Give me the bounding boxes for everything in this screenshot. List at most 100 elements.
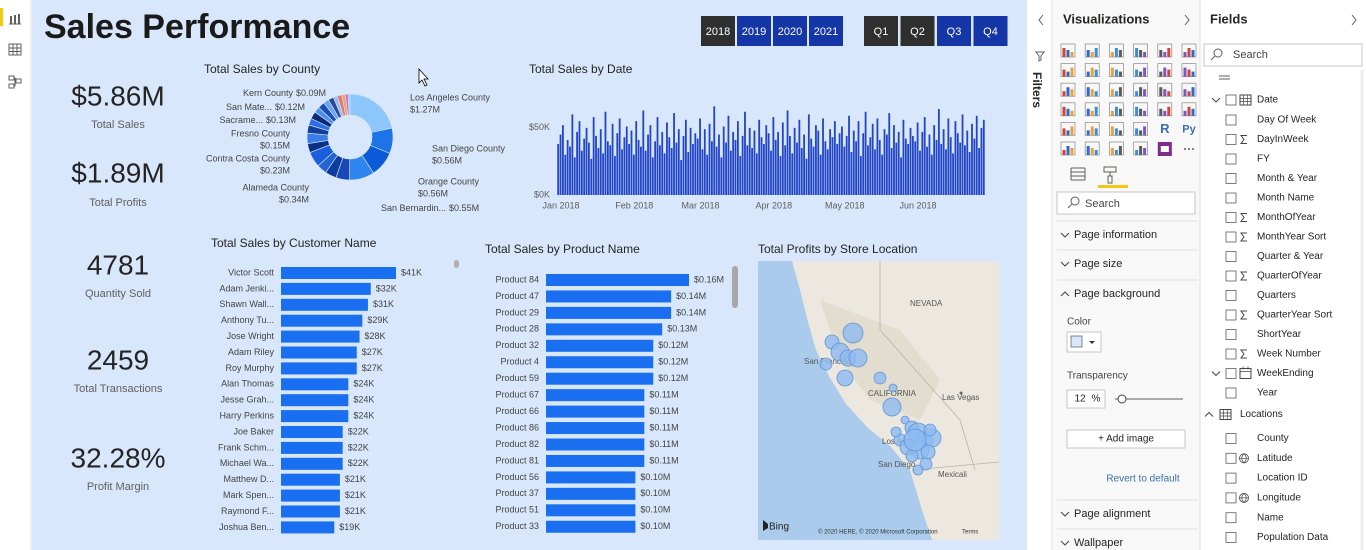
- fields-tab-icon[interactable]: [1070, 167, 1086, 181]
- visual-type-icon[interactable]: [1084, 102, 1100, 117]
- field-name[interactable]: QuarterOfYear: [1257, 271, 1322, 282]
- visual-type-icon[interactable]: [1109, 141, 1124, 156]
- section-header[interactable]: Page information: [1074, 229, 1157, 241]
- section-header[interactable]: Wallpaper: [1074, 537, 1123, 549]
- visual-type-icon[interactable]: [1109, 102, 1124, 117]
- tree-chevron[interactable]: [1204, 411, 1214, 417]
- field-checkbox[interactable]: [1225, 94, 1237, 106]
- field-checkbox[interactable]: [1225, 290, 1237, 301]
- visual-type-icon[interactable]: [1060, 43, 1076, 58]
- field-checkbox[interactable]: [1225, 251, 1237, 262]
- visual-type-icon[interactable]: [1060, 102, 1076, 117]
- visual-type-icon[interactable]: [1084, 63, 1100, 77]
- hierarchy-name[interactable]: WeekEnding: [1257, 368, 1314, 379]
- visual-type-icon[interactable]: [1109, 43, 1124, 58]
- field-checkbox[interactable]: [1225, 329, 1237, 340]
- tree-chevron[interactable]: [1211, 371, 1221, 377]
- field-checkbox[interactable]: [1225, 173, 1237, 184]
- field-name[interactable]: Quarter & Year: [1257, 251, 1324, 262]
- field-checkbox[interactable]: [1225, 192, 1237, 204]
- visual-type-icon[interactable]: [1157, 82, 1173, 97]
- more-visuals-dot[interactable]: [1184, 148, 1186, 150]
- map-terms-link[interactable]: Terms: [962, 530, 978, 536]
- field-checkbox[interactable]: [1225, 512, 1237, 524]
- quarter-slicer-button[interactable]: [900, 16, 935, 46]
- field-name[interactable]: Latitude: [1257, 453, 1293, 464]
- field-name[interactable]: Location ID: [1257, 473, 1308, 484]
- field-name[interactable]: Month & Year: [1257, 173, 1318, 184]
- field-checkbox[interactable]: [1225, 231, 1237, 243]
- field-name[interactable]: QuarterYear Sort: [1257, 310, 1332, 321]
- visual-type-icon[interactable]: [1084, 122, 1100, 136]
- visual-type-icon[interactable]: [1133, 63, 1148, 77]
- field-checkbox[interactable]: [1225, 114, 1237, 126]
- field-checkbox[interactable]: [1225, 433, 1237, 444]
- section-chevron[interactable]: [1060, 261, 1070, 267]
- year-slicer-button[interactable]: [809, 16, 843, 46]
- field-checkbox[interactable]: [1225, 387, 1237, 399]
- visual-type-icon[interactable]: [1133, 82, 1148, 97]
- nav-icon[interactable]: [8, 43, 22, 56]
- field-checkbox[interactable]: [1225, 472, 1237, 484]
- quarter-slicer-button[interactable]: [864, 16, 898, 46]
- year-slicer-button[interactable]: [701, 16, 735, 46]
- quarter-slicer-button[interactable]: [937, 16, 971, 46]
- revert-link[interactable]: Revert to default: [1106, 474, 1180, 485]
- nav-icon[interactable]: [9, 14, 21, 25]
- field-checkbox[interactable]: [1225, 492, 1237, 504]
- table-name[interactable]: Date: [1257, 95, 1279, 106]
- field-name[interactable]: MonthYear Sort: [1257, 232, 1326, 243]
- field-name[interactable]: Week Number: [1257, 349, 1321, 360]
- section-chevron[interactable]: [1060, 232, 1070, 238]
- section-header[interactable]: Page size: [1074, 258, 1122, 270]
- visual-type-icon[interactable]: [1109, 122, 1124, 136]
- section-chevron[interactable]: [1060, 540, 1070, 546]
- python-visual-icon[interactable]: Py: [1182, 123, 1196, 135]
- visual-type-icon[interactable]: [1157, 43, 1173, 58]
- visual-type-icon[interactable]: [1133, 122, 1148, 136]
- section-chevron[interactable]: [1060, 511, 1070, 517]
- search-box[interactable]: [1056, 191, 1196, 215]
- format-tab-icon[interactable]: [1103, 166, 1117, 184]
- visual-type-icon[interactable]: [1157, 142, 1172, 156]
- field-checkbox[interactable]: [1225, 212, 1237, 223]
- field-name[interactable]: FY: [1257, 154, 1270, 165]
- tree-chevron[interactable]: [1211, 97, 1221, 103]
- more-visuals-dot[interactable]: [1188, 148, 1190, 150]
- visual-type-icon[interactable]: [1181, 43, 1197, 58]
- filters-pane-title[interactable]: Filters: [1030, 72, 1044, 108]
- table-name[interactable]: Locations: [1240, 409, 1283, 420]
- field-checkbox[interactable]: [1225, 153, 1237, 165]
- field-name[interactable]: Year: [1257, 388, 1278, 399]
- visual-type-icon[interactable]: [1181, 82, 1197, 97]
- search-box[interactable]: [1203, 43, 1363, 67]
- year-slicer-button[interactable]: [773, 16, 807, 46]
- field-checkbox[interactable]: [1225, 368, 1237, 379]
- field-checkbox[interactable]: [1225, 134, 1237, 145]
- field-checkbox[interactable]: [1225, 270, 1237, 282]
- visual-type-icon[interactable]: [1133, 141, 1148, 156]
- visual-type-icon[interactable]: [1181, 63, 1197, 77]
- visual-type-icon[interactable]: [1060, 63, 1076, 77]
- visual-type-icon[interactable]: [1060, 82, 1076, 97]
- expand-chevron[interactable]: [1184, 14, 1190, 26]
- field-name[interactable]: Population Data: [1257, 532, 1329, 543]
- field-name[interactable]: DayInWeek: [1257, 134, 1310, 145]
- field-name[interactable]: County: [1257, 433, 1289, 444]
- field-checkbox[interactable]: [1225, 452, 1237, 464]
- visual-type-icon[interactable]: [1060, 122, 1076, 136]
- visual-type-icon[interactable]: [1084, 43, 1100, 58]
- visual-type-icon[interactable]: [1109, 63, 1124, 77]
- slider-thumb[interactable]: [1117, 394, 1127, 404]
- visual-type-icon[interactable]: [1084, 141, 1100, 156]
- r-visual-icon[interactable]: R: [1160, 121, 1170, 136]
- visual-type-icon[interactable]: [1060, 141, 1076, 156]
- visual-type-icon[interactable]: [1157, 63, 1173, 77]
- year-slicer-button[interactable]: [737, 16, 771, 46]
- field-checkbox[interactable]: [1225, 348, 1237, 360]
- field-checkbox[interactable]: [1225, 532, 1237, 543]
- field-checkbox[interactable]: [1225, 309, 1237, 321]
- section-chevron[interactable]: [1060, 291, 1070, 297]
- field-name[interactable]: Day Of Week: [1257, 115, 1317, 126]
- add-image-button[interactable]: [1066, 429, 1186, 449]
